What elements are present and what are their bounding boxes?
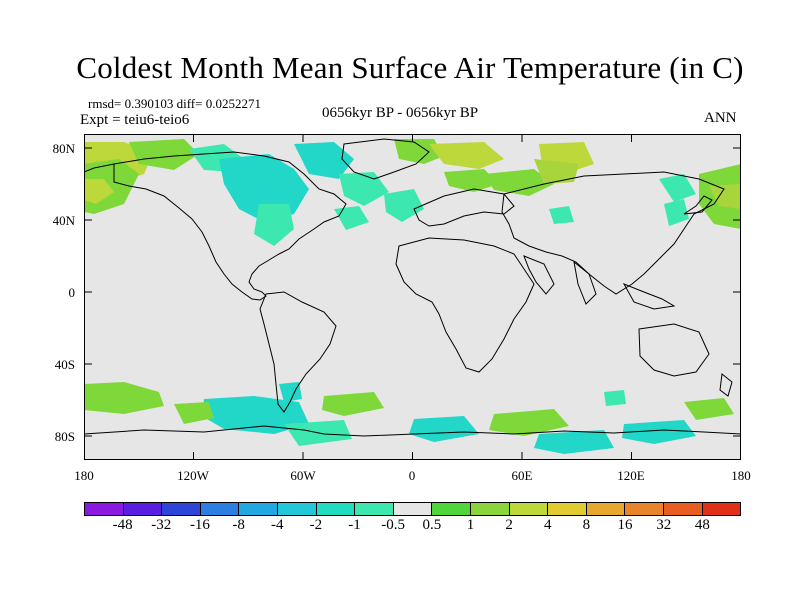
africa: [395, 237, 535, 373]
kamchatka: [683, 195, 713, 215]
lon-label-60w: 60W: [290, 468, 316, 483]
field-tasman: [684, 398, 734, 420]
field-indian-south: [489, 409, 569, 436]
australia: [638, 323, 710, 377]
colorbar-segment-2: [162, 503, 201, 515]
colorbar-label-15: 48: [694, 517, 710, 533]
asia: [501, 171, 725, 295]
field-labrador: [339, 172, 389, 206]
north-america: [113, 151, 347, 301]
colorbar-segment-7: [355, 503, 394, 515]
colorbar-label-13: 16: [617, 517, 633, 533]
field-antarctic-aus: [622, 420, 696, 444]
map-panel: [84, 134, 741, 460]
colorbar-segment-1: [123, 503, 163, 515]
lat-label-40n: 40N: [52, 213, 75, 228]
stats-label: rmsd= 0.390103 diff= 0.0252271: [88, 96, 261, 111]
lon-label-0: 0: [408, 468, 416, 483]
field-atlantic-mid: [334, 206, 369, 230]
field-patagonia: [279, 382, 302, 402]
lon-label-120w: 120W: [177, 468, 209, 483]
lon-label-180e: 180: [731, 468, 751, 483]
field-hudson: [254, 204, 294, 246]
lat-label-80s: 80S: [54, 429, 75, 444]
colorbar-label-12: 8: [582, 517, 591, 533]
field-okhotsk: [664, 199, 689, 226]
colorbar-label-3: -8: [232, 517, 245, 533]
colorbar-segment-15: [663, 503, 703, 515]
colorbar-label-6: -1: [348, 517, 361, 533]
world-map: [84, 134, 741, 460]
field-siberia-west: [484, 169, 554, 196]
colorbar-segment-0: [85, 503, 124, 515]
tick-marks: [84, 134, 741, 460]
map-title: Coldest Month Mean Surface Air Temperatu…: [76, 50, 744, 85]
europe: [413, 188, 515, 227]
colorbar-segment-5: [277, 503, 317, 515]
colorbar-segment-9: [432, 503, 471, 515]
field-bering-inner: [709, 184, 741, 209]
field-asia-central: [549, 206, 574, 224]
colorbar-label-10: 2: [505, 517, 513, 533]
coastlines: [84, 138, 741, 437]
colorbar-segment-14: [625, 503, 664, 515]
colorbar-segment-6: [316, 503, 356, 515]
colorbar-label-8: 0.5: [422, 517, 442, 533]
colorbar-segment-16: [702, 503, 741, 515]
field-antarctic-atl: [409, 416, 479, 442]
field-arctic-north: [429, 142, 504, 169]
colorbar-segment-4: [239, 503, 278, 515]
colorbar-label-2: -16: [189, 517, 210, 533]
colorbar-label-5: -2: [309, 517, 323, 533]
colorbar-segment-8: [393, 503, 433, 515]
field-south-pacific-east: [202, 396, 309, 434]
season-label: ANN: [704, 110, 737, 126]
lon-label-60e: 60E: [511, 468, 533, 483]
field-antarctic-ind: [534, 430, 614, 454]
colorbar-segment-3: [200, 503, 240, 515]
period-label: 0656kyr BP - 0656kyr BP: [322, 105, 479, 121]
colorbar-label-9: 1: [466, 517, 475, 533]
new-zealand: [719, 373, 733, 397]
colorbar-label-7: -0.5: [381, 517, 406, 533]
lat-label-40s: 40S: [54, 357, 75, 372]
field-south-pacific-mid: [174, 402, 214, 424]
arabia: [523, 255, 555, 295]
field-greenland-west: [294, 142, 354, 179]
colorbar: [84, 502, 741, 516]
field-south-pacific-west: [84, 382, 164, 414]
colorbar-segment-13: [586, 503, 626, 515]
field-south-atlantic: [322, 392, 384, 416]
colorbar-label-1: -32: [151, 517, 172, 533]
field-alaska-north: [129, 139, 199, 170]
indonesia: [622, 283, 676, 310]
lat-label-0: 0: [68, 285, 76, 300]
lat-label-80n: 80N: [52, 141, 75, 156]
alaska-tip: [84, 163, 115, 173]
lon-label-180w: 180: [74, 468, 94, 483]
field-south-indian-spot: [604, 390, 626, 406]
greenland: [341, 138, 430, 180]
lon-label-120e: 120E: [617, 468, 645, 483]
colorbar-segment-12: [548, 503, 587, 515]
antarctica: [84, 425, 741, 437]
colorbar-label-4: -4: [270, 517, 284, 533]
field-north-atlantic: [384, 189, 424, 222]
south-america: [259, 291, 337, 413]
india: [573, 260, 597, 305]
experiment-label: Expt = teiu6-teio6: [80, 112, 190, 128]
anomaly-fields: [84, 139, 741, 454]
colorbar-label-11: 4: [544, 517, 552, 533]
colorbar-segment-10: [470, 503, 510, 515]
colorbar-label-0: -48: [112, 517, 133, 533]
colorbar-label-14: 32: [656, 517, 672, 533]
field-pacific-inner: [84, 179, 114, 204]
colorbar-segment-11: [509, 503, 549, 515]
field-siberia: [534, 159, 579, 184]
field-kamchatka: [659, 174, 696, 202]
